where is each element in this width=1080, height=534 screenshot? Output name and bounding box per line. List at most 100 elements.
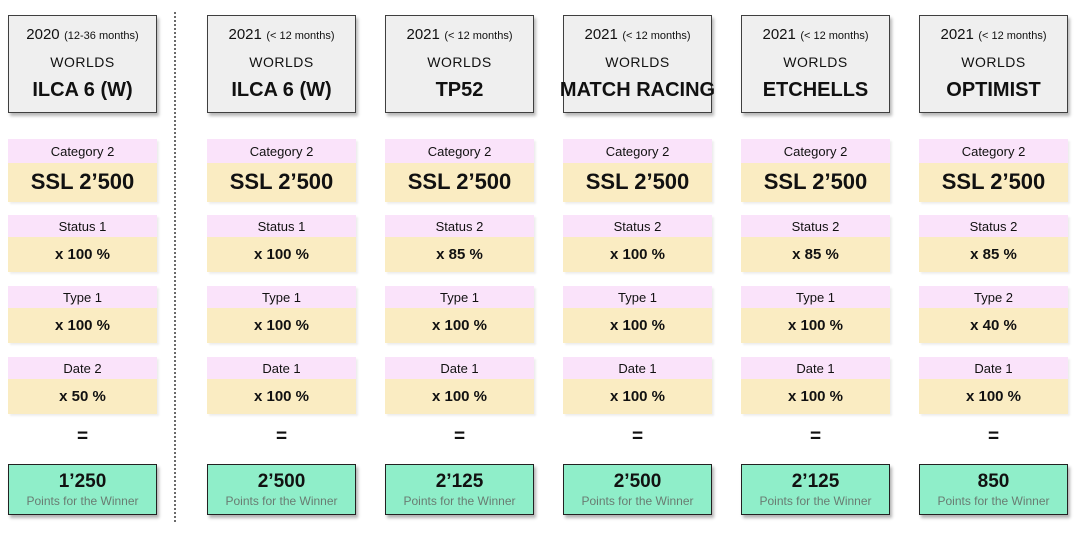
equals-sign: = <box>453 426 466 447</box>
date-value: x 100 % <box>563 379 712 414</box>
event-header: 2021 (< 12 months) WORLDS MATCH RACING <box>559 15 716 113</box>
equals-sign: = <box>76 426 89 447</box>
category-block: Category 2 SSL 2’500 <box>741 139 890 202</box>
status-block: Status 1 x 100 % <box>8 215 157 272</box>
event-year-line: 2021 (< 12 months) <box>407 26 513 44</box>
type-block: Type 2 x 40 % <box>919 286 1068 343</box>
event-period: (< 12 months) <box>978 29 1047 42</box>
category-block: Category 2 SSL 2’500 <box>207 139 356 202</box>
type-label: Type 1 <box>8 286 157 308</box>
date-block: Date 1 x 100 % <box>385 357 534 414</box>
type-label: Type 1 <box>385 286 534 308</box>
category-value: SSL 2’500 <box>563 163 712 202</box>
date-label: Date 1 <box>385 357 534 379</box>
status-block: Status 2 x 85 % <box>385 215 534 272</box>
boat-class: ILCA 6 (W) <box>32 79 133 102</box>
status-value: x 100 % <box>8 237 157 272</box>
event-header: 2021 (< 12 months) WORLDS ILCA 6 (W) <box>207 15 356 113</box>
event-period: (< 12 months) <box>622 29 691 42</box>
date-block: Date 1 x 100 % <box>563 357 712 414</box>
event-name: WORLDS <box>50 53 115 70</box>
event-period: (< 12 months) <box>444 29 513 42</box>
event-column: 2021 (< 12 months) WORLDS ILCA 6 (W) Cat… <box>207 0 356 534</box>
type-label: Type 1 <box>207 286 356 308</box>
type-value: x 40 % <box>919 308 1068 343</box>
result-box: 2’500 Points for the Winner <box>563 464 712 515</box>
date-block: Date 1 x 100 % <box>207 357 356 414</box>
type-label: Type 1 <box>563 286 712 308</box>
status-label: Status 1 <box>8 215 157 237</box>
date-label: Date 1 <box>741 357 890 379</box>
type-value: x 100 % <box>8 308 157 343</box>
date-block: Date 1 x 100 % <box>741 357 890 414</box>
category-value: SSL 2’500 <box>919 163 1068 202</box>
category-label: Category 2 <box>207 139 356 163</box>
event-column: 2020 (12-36 months) WORLDS ILCA 6 (W) Ca… <box>8 0 157 534</box>
event-column: 2021 (< 12 months) WORLDS TP52 Category … <box>385 0 534 534</box>
boat-class: OPTIMIST <box>946 79 1041 102</box>
event-year-line: 2021 (< 12 months) <box>229 26 335 44</box>
event-year-line: 2021 (< 12 months) <box>941 26 1047 44</box>
event-year: 2020 <box>26 25 60 43</box>
status-value: x 85 % <box>919 237 1068 272</box>
status-block: Status 2 x 85 % <box>919 215 1068 272</box>
status-value: x 100 % <box>207 237 356 272</box>
column-divider <box>174 12 176 522</box>
date-label: Date 1 <box>207 357 356 379</box>
event-header: 2021 (< 12 months) WORLDS ETCHELLS <box>741 15 890 113</box>
event-name: WORLDS <box>961 53 1026 70</box>
points-value: 1’250 <box>58 471 107 493</box>
category-label: Category 2 <box>741 139 890 163</box>
points-value: 2’500 <box>257 471 306 493</box>
event-year: 2021 <box>762 25 796 43</box>
event-year: 2021 <box>228 25 262 43</box>
points-caption: Points for the Winner <box>937 493 1050 508</box>
category-block: Category 2 SSL 2’500 <box>563 139 712 202</box>
points-caption: Points for the Winner <box>26 493 139 508</box>
points-caption: Points for the Winner <box>581 493 694 508</box>
date-block: Date 2 x 50 % <box>8 357 157 414</box>
boat-class: ILCA 6 (W) <box>231 79 332 102</box>
event-name: WORLDS <box>783 53 848 70</box>
event-column: 2021 (< 12 months) WORLDS ETCHELLS Categ… <box>741 0 890 534</box>
equals-sign: = <box>275 426 288 447</box>
event-name: WORLDS <box>427 53 492 70</box>
type-value: x 100 % <box>563 308 712 343</box>
category-block: Category 2 SSL 2’500 <box>385 139 534 202</box>
type-label: Type 2 <box>919 286 1068 308</box>
type-block: Type 1 x 100 % <box>741 286 890 343</box>
status-label: Status 2 <box>741 215 890 237</box>
status-value: x 85 % <box>385 237 534 272</box>
date-value: x 100 % <box>919 379 1068 414</box>
result-box: 1’250 Points for the Winner <box>8 464 157 515</box>
status-label: Status 1 <box>207 215 356 237</box>
points-value: 2’125 <box>435 471 484 493</box>
event-year-line: 2021 (< 12 months) <box>763 26 869 44</box>
date-label: Date 2 <box>8 357 157 379</box>
event-period: (< 12 months) <box>266 29 335 42</box>
status-block: Status 2 x 100 % <box>563 215 712 272</box>
event-year-line: 2020 (12-36 months) <box>26 26 138 44</box>
type-block: Type 1 x 100 % <box>563 286 712 343</box>
date-block: Date 1 x 100 % <box>919 357 1068 414</box>
date-value: x 50 % <box>8 379 157 414</box>
status-value: x 100 % <box>563 237 712 272</box>
category-block: Category 2 SSL 2’500 <box>919 139 1068 202</box>
points-caption: Points for the Winner <box>403 493 516 508</box>
equals-sign: = <box>987 426 1000 447</box>
event-year: 2021 <box>406 25 440 43</box>
date-label: Date 1 <box>919 357 1068 379</box>
result-box: 850 Points for the Winner <box>919 464 1068 515</box>
category-label: Category 2 <box>563 139 712 163</box>
date-value: x 100 % <box>385 379 534 414</box>
date-value: x 100 % <box>207 379 356 414</box>
event-header: 2021 (< 12 months) WORLDS TP52 <box>385 15 534 113</box>
boat-class: MATCH RACING <box>559 79 716 102</box>
category-value: SSL 2’500 <box>741 163 890 202</box>
event-header: 2021 (< 12 months) WORLDS OPTIMIST <box>919 15 1068 113</box>
type-label: Type 1 <box>741 286 890 308</box>
result-box: 2’125 Points for the Winner <box>741 464 890 515</box>
category-label: Category 2 <box>385 139 534 163</box>
boat-class: ETCHELLS <box>762 79 869 102</box>
event-name: WORLDS <box>249 53 314 70</box>
